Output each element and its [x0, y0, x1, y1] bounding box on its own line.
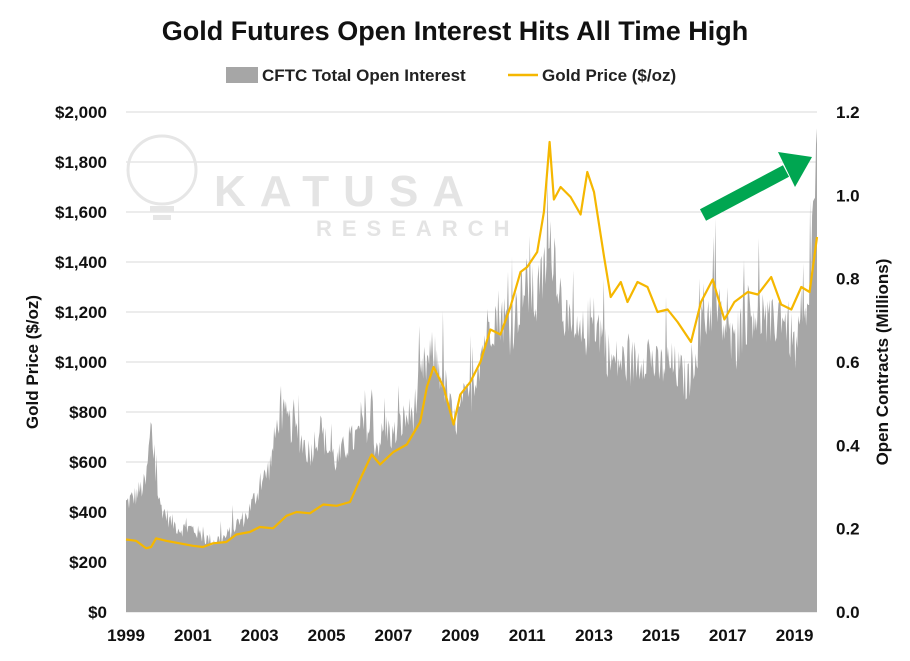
- watermark: KATUSA RESEARCH: [126, 134, 519, 241]
- y-left-tick-3: $600: [69, 453, 107, 472]
- legend-swatch-open-interest: [226, 67, 258, 83]
- watermark-name: KATUSA: [214, 167, 478, 216]
- y-left-tick-5: $1,000: [55, 353, 107, 372]
- y-left-tick-7: $1,400: [55, 253, 107, 272]
- gold-price-line-layer: [125, 140, 819, 550]
- up-arrow-icon: [699, 152, 812, 221]
- x-tick-2013: 2013: [575, 626, 613, 645]
- watermark-bulb-icon: [126, 134, 198, 206]
- y-left-tick-9: $1,800: [55, 153, 107, 172]
- legend-label-open-interest: CFTC Total Open Interest: [262, 66, 466, 85]
- y-right-axis-title: Open Contracts (Millions): [873, 259, 892, 466]
- y-left-axis-title: Gold Price ($/oz): [23, 295, 42, 429]
- y-right-tick-0: 0.0: [836, 603, 860, 622]
- y-left-tick-4: $800: [69, 403, 107, 422]
- y-left-tick-2: $400: [69, 503, 107, 522]
- x-tick-2001: 2001: [174, 626, 212, 645]
- legend-label-gold-price: Gold Price ($/oz): [542, 66, 676, 85]
- x-axis-ticks: 1999 2001 2003 2005 2007 2009 2011 2013 2015 2017…: [107, 626, 813, 645]
- y-left-tick-10: $2,000: [55, 103, 107, 122]
- watermark-sub: RESEARCH: [316, 216, 519, 241]
- y-right-tick-1: 0.2: [836, 520, 860, 539]
- x-tick-2015: 2015: [642, 626, 680, 645]
- x-tick-2019: 2019: [776, 626, 814, 645]
- open-interest-area: [126, 128, 817, 613]
- y-right-tick-5: 1.0: [836, 186, 860, 205]
- arrow-shaft: [699, 165, 790, 221]
- y-right-tick-4: 0.8: [836, 270, 860, 289]
- y-right-tick-6: 1.2: [836, 103, 860, 122]
- watermark-bulb-base: [150, 206, 174, 212]
- open-interest-area-layer: [126, 128, 817, 613]
- y-left-tick-1: $200: [69, 553, 107, 572]
- x-tick-2007: 2007: [375, 626, 413, 645]
- x-tick-2017: 2017: [709, 626, 747, 645]
- y-right-tick-3: 0.6: [836, 353, 860, 372]
- x-tick-2011: 2011: [509, 626, 546, 645]
- y-left-tick-8: $1,600: [55, 203, 107, 222]
- legend: CFTC Total Open Interest Gold Price ($/o…: [226, 66, 676, 85]
- arrow-head: [778, 152, 812, 187]
- watermark-bulb-base-lower: [153, 215, 171, 220]
- y-right-axis-ticks: 0.0 0.2 0.4 0.6 0.8 1.0 1.2: [836, 103, 860, 622]
- y-left-axis-ticks: $0 $200 $400 $600 $800 $1,000 $1,200 $1,400 $1,6…: [55, 103, 107, 622]
- x-tick-1999: 1999: [107, 626, 145, 645]
- chart-title: Gold Futures Open Interest Hits All Time…: [162, 16, 749, 46]
- x-tick-2003: 2003: [241, 626, 279, 645]
- gold-price-line: [125, 140, 819, 550]
- y-left-tick-0: $0: [88, 603, 107, 622]
- y-left-tick-6: $1,200: [55, 303, 107, 322]
- y-right-tick-2: 0.4: [836, 436, 860, 455]
- x-tick-2009: 2009: [441, 626, 479, 645]
- x-tick-2005: 2005: [308, 626, 346, 645]
